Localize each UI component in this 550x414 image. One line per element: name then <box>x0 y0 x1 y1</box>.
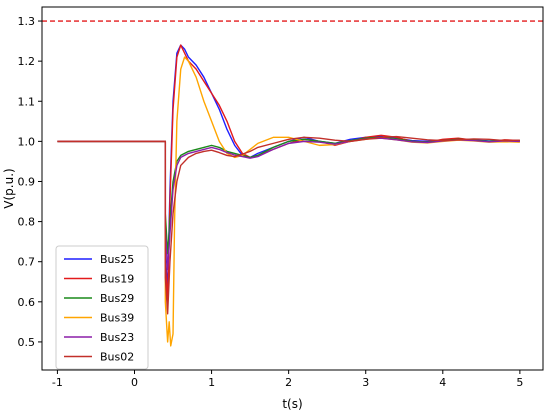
x-axis-label: t(s) <box>282 397 302 411</box>
y-tick-label: 0.7 <box>18 256 36 269</box>
x-tick-label: 0 <box>131 376 138 389</box>
plot-layer <box>42 20 543 347</box>
series-line-bus23 <box>57 137 520 271</box>
series-line-bus29 <box>57 136 520 255</box>
y-tick-label: 1.1 <box>18 95 36 108</box>
legend-label-bus19: Bus19 <box>100 273 134 286</box>
legend-label-bus29: Bus29 <box>100 292 134 305</box>
x-tick-label: 3 <box>362 376 369 389</box>
y-tick-label: 0.8 <box>18 216 36 229</box>
legend-label-bus02: Bus02 <box>100 351 134 364</box>
legend-label-bus39: Bus39 <box>100 312 134 325</box>
x-tick-label: 4 <box>439 376 446 389</box>
legend-label-bus25: Bus25 <box>100 253 134 266</box>
y-tick-label: 0.5 <box>18 336 36 349</box>
y-tick-label: 1.3 <box>18 15 36 28</box>
plot-frame <box>41 6 544 371</box>
x-tick-label: -1 <box>52 376 63 389</box>
series-line-bus02 <box>57 135 520 315</box>
legend: Bus25 Bus19 Bus29 Bus39 Bus23 Bus02 <box>55 245 149 370</box>
legend-label-bus23: Bus23 <box>100 331 134 344</box>
y-tick-label: 1.0 <box>18 135 36 148</box>
x-tick-label: 5 <box>516 376 523 389</box>
x-tick-label: 2 <box>285 376 292 389</box>
y-tick-label: 0.6 <box>18 296 36 309</box>
x-tick-label: 1 <box>208 376 215 389</box>
y-tick-label: 0.9 <box>18 175 36 188</box>
y-tick-label: 1.2 <box>18 55 36 68</box>
legend-box <box>55 245 149 370</box>
y-axis-label: V(p.u.) <box>2 168 16 208</box>
axes-layer: -1 0 1 2 3 4 5 0.5 0.6 0.7 0.8 0.9 1.0 1.1 1.2 1.3 <box>18 6 544 389</box>
